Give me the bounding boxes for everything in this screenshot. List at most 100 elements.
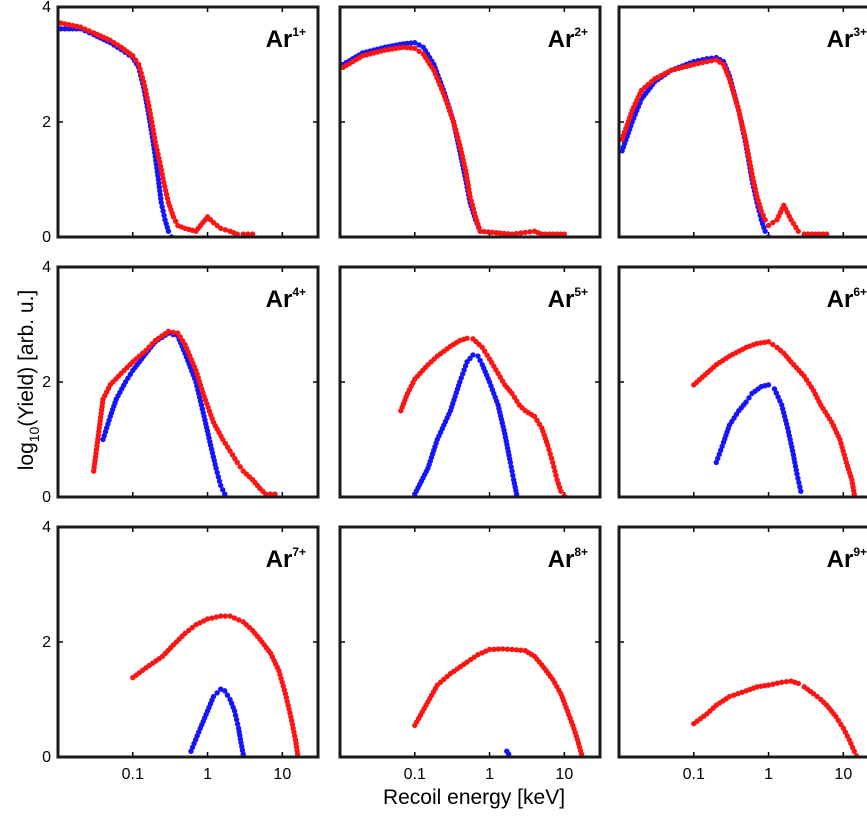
data-point [146, 103, 152, 109]
panel-title-element: Ar [827, 26, 854, 53]
panel-1+: Ar1+ [56, 5, 320, 239]
x-tick-labels: 0.1 1 10 0.1 1 10 0.1 1 10 [122, 766, 853, 783]
data-point [152, 139, 158, 145]
data-point [691, 61, 697, 68]
data-point [214, 222, 220, 229]
data-point [227, 613, 233, 619]
data-point [222, 440, 228, 447]
data-point [412, 45, 418, 52]
y-axis-label: log10(Yield) [arb. u.] [15, 290, 42, 471]
data-point [797, 484, 803, 490]
data-point [796, 479, 802, 486]
data-point [153, 143, 159, 149]
data-point [170, 214, 177, 220]
x-tick-label: 10 [273, 766, 291, 783]
data-point [775, 394, 781, 400]
data-point [158, 199, 164, 206]
data-point [743, 399, 749, 405]
data-point [812, 231, 819, 237]
data-point [489, 229, 495, 236]
data-point [215, 474, 222, 480]
data-point [267, 491, 274, 497]
data-point [801, 231, 807, 237]
data-point [213, 465, 219, 471]
panel-title-charge: 4+ [292, 285, 306, 299]
data-point [216, 478, 223, 484]
data-point [758, 208, 765, 214]
data-point [770, 219, 776, 226]
data-point [151, 131, 157, 137]
panel-title: Ar6+ [827, 285, 867, 313]
data-point [189, 624, 196, 631]
data-point [795, 680, 802, 687]
data-point [765, 222, 772, 229]
data-point [550, 231, 556, 237]
data-point [214, 469, 220, 476]
red-series [412, 646, 585, 757]
data-points [691, 339, 857, 497]
data-points [58, 20, 256, 237]
data-point [234, 231, 241, 237]
panel-grid: Ar1+ Ar2+ Ar3+Ar4+ Ar5+ Ar6+Ar7+ Ar8+ Ar9+ [56, 5, 867, 759]
panel-title-charge: 7+ [292, 545, 306, 559]
data-point [182, 630, 188, 637]
data-point [237, 464, 243, 470]
data-point [133, 57, 139, 63]
panel-title-element: Ar [266, 546, 293, 573]
panel-title-charge: 1+ [292, 25, 306, 39]
data-point [770, 341, 776, 348]
blue-series [340, 39, 483, 234]
data-point [493, 229, 499, 236]
data-points [340, 39, 568, 237]
red-series [398, 335, 568, 497]
panel-title-charge: 3+ [853, 25, 867, 39]
data-point [240, 751, 246, 757]
data-point [518, 230, 524, 236]
data-point [229, 452, 236, 458]
panel-7+: Ar7+ [56, 525, 320, 759]
x-tick-label: 0.1 [122, 766, 144, 783]
data-point [179, 338, 186, 344]
x-tick-label: 1 [485, 766, 494, 783]
data-point [501, 230, 507, 237]
x-axis-label: Recoil energy [keV] [383, 786, 565, 809]
data-point [545, 442, 551, 448]
data-point [66, 26, 72, 32]
data-points [412, 646, 585, 757]
data-point [505, 231, 511, 237]
data-point [514, 398, 520, 404]
data-point [155, 151, 161, 157]
data-point [170, 329, 176, 335]
data-point [161, 179, 167, 186]
data-point [491, 646, 497, 652]
data-point [218, 613, 224, 619]
panel-3+: Ar3+ [617, 5, 867, 239]
data-point [708, 58, 715, 64]
panel-9+: Ar9+ [617, 525, 867, 759]
panel-frame [56, 525, 320, 759]
data-point [138, 70, 144, 76]
data-points [691, 678, 860, 757]
data-point [233, 716, 240, 723]
data-point [522, 229, 528, 236]
data-point [824, 231, 830, 237]
blue-series [713, 382, 804, 494]
data-point [765, 382, 772, 388]
blue-series [188, 686, 246, 757]
data-point [213, 614, 220, 620]
data-point [122, 379, 129, 385]
data-point [513, 647, 520, 653]
data-point [783, 678, 790, 685]
data-point [546, 231, 553, 237]
data-point [554, 231, 560, 237]
panel-4+: Ar4+ [56, 265, 320, 499]
data-point [482, 348, 488, 355]
data-point [481, 228, 487, 235]
data-point [234, 459, 241, 466]
data-point [135, 61, 142, 68]
data-point [746, 395, 752, 401]
panel-title-charge: 2+ [574, 25, 588, 39]
data-point [551, 464, 557, 470]
y-tick-label: 2 [42, 634, 51, 651]
data-point [553, 472, 559, 479]
